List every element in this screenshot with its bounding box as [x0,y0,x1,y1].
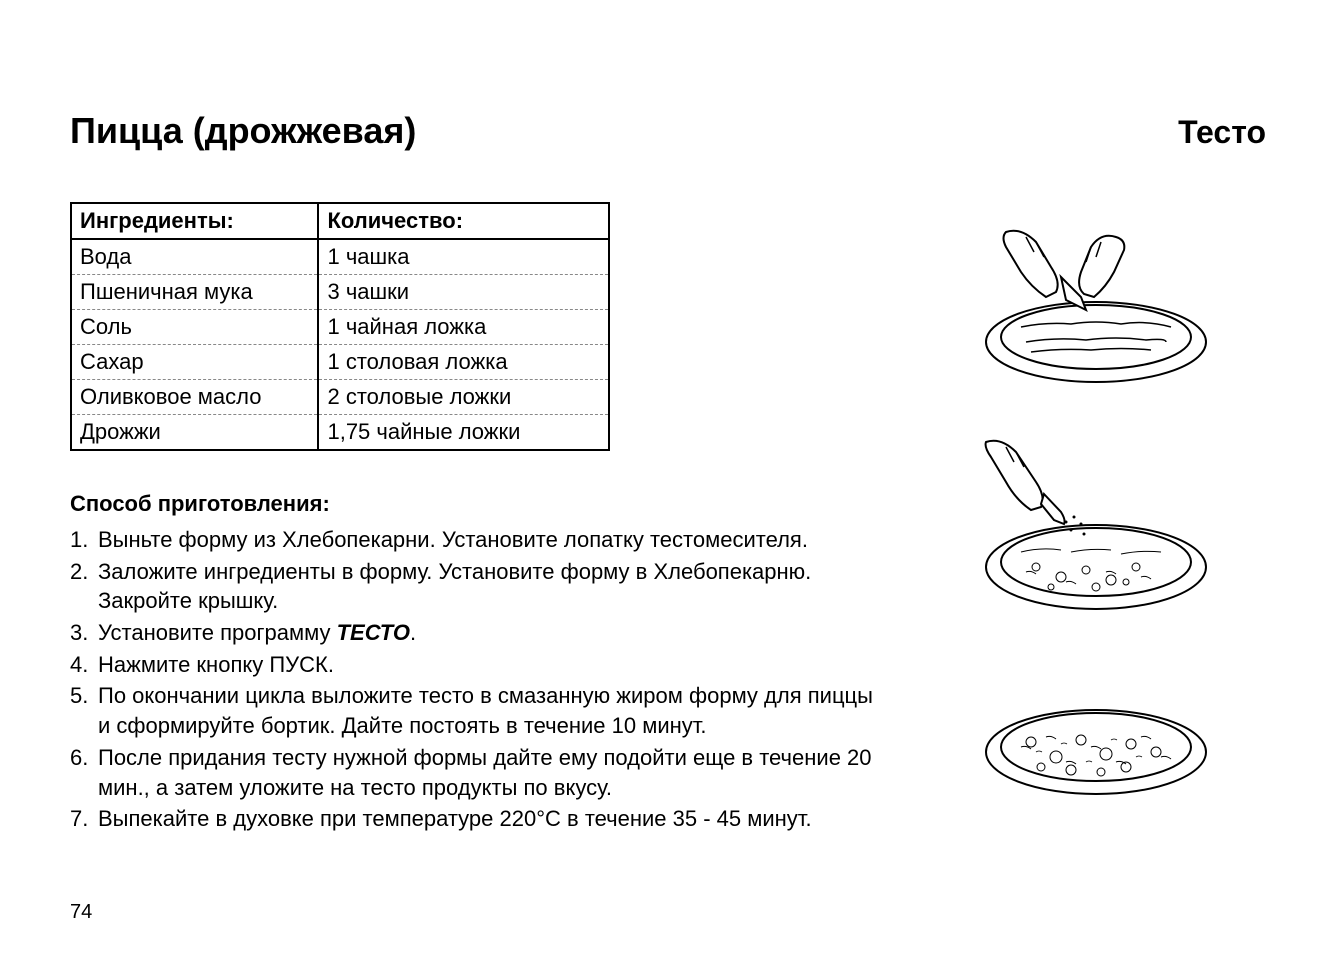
pizza-illustration-3 [966,642,1226,842]
table-row: Дрожжи 1,75 чайные ложки [71,415,609,451]
step-number: 1. [70,525,98,555]
pizza-topping-adding-icon [966,422,1226,622]
instruction-step: 1. Выньте форму из Хлебопекарни. Установ… [70,525,886,555]
instruction-step: 7. Выпекайте в духовке при температуре 2… [70,804,886,834]
step-text: Нажмите кнопку ПУСК. [98,650,886,680]
pizza-illustration-1 [966,202,1226,402]
step-text: Установите программу ТЕСТО. [98,618,886,648]
column-quantity: Количество: [318,203,609,239]
step-text: Заложите ингредиенты в форму. Установите… [98,557,886,616]
content-area: Ингредиенты: Количество: Вода 1 чашка Пш… [70,202,1266,842]
table-row: Оливковое масло 2 столовые ложки [71,380,609,415]
step-text: После придания тесту нужной формы дайте … [98,743,886,802]
table-header-row: Ингредиенты: Количество: [71,203,609,239]
instruction-step: 6. После придания тесту нужной формы дай… [70,743,886,802]
page-number: 74 [70,901,92,924]
pizza-illustration-2 [966,422,1226,622]
illustrations-column [966,202,1266,842]
recipe-title: Пицца (дрожжевая) [70,110,416,152]
step-text: Выньте форму из Хлебопекарни. Установите… [98,525,886,555]
step-number: 5. [70,681,98,740]
instruction-step: 4. Нажмите кнопку ПУСК. [70,650,886,680]
table-row: Пшеничная мука 3 чашки [71,275,609,310]
table-row: Вода 1 чашка [71,239,609,275]
instructions-heading: Способ приготовления: [70,491,886,517]
ingredients-table: Ингредиенты: Количество: Вода 1 чашка Пш… [70,202,610,451]
pizza-dough-spreading-icon [966,202,1226,402]
left-column: Ингредиенты: Количество: Вода 1 чашка Пш… [70,202,886,842]
instructions-list: 1. Выньте форму из Хлебопекарни. Установ… [70,525,886,834]
recipe-category: Тесто [1178,114,1266,151]
step-text: Выпекайте в духовке при температуре 220°… [98,804,886,834]
table-row: Сахар 1 столовая ложка [71,345,609,380]
step-number: 4. [70,650,98,680]
step-number: 2. [70,557,98,616]
step-number: 6. [70,743,98,802]
page-header: Пицца (дрожжевая) Тесто [70,110,1266,152]
instruction-step: 2. Заложите ингредиенты в форму. Установ… [70,557,886,616]
pizza-finished-icon [966,662,1226,822]
column-ingredients: Ингредиенты: [71,203,318,239]
step-text: По окончании цикла выложите тесто в смаз… [98,681,886,740]
program-name: ТЕСТО [337,620,410,645]
table-body: Вода 1 чашка Пшеничная мука 3 чашки Соль… [71,239,609,450]
instruction-step: 5. По окончании цикла выложите тесто в с… [70,681,886,740]
step-number: 3. [70,618,98,648]
step-number: 7. [70,804,98,834]
table-row: Соль 1 чайная ложка [71,310,609,345]
instruction-step: 3. Установите программу ТЕСТО. [70,618,886,648]
